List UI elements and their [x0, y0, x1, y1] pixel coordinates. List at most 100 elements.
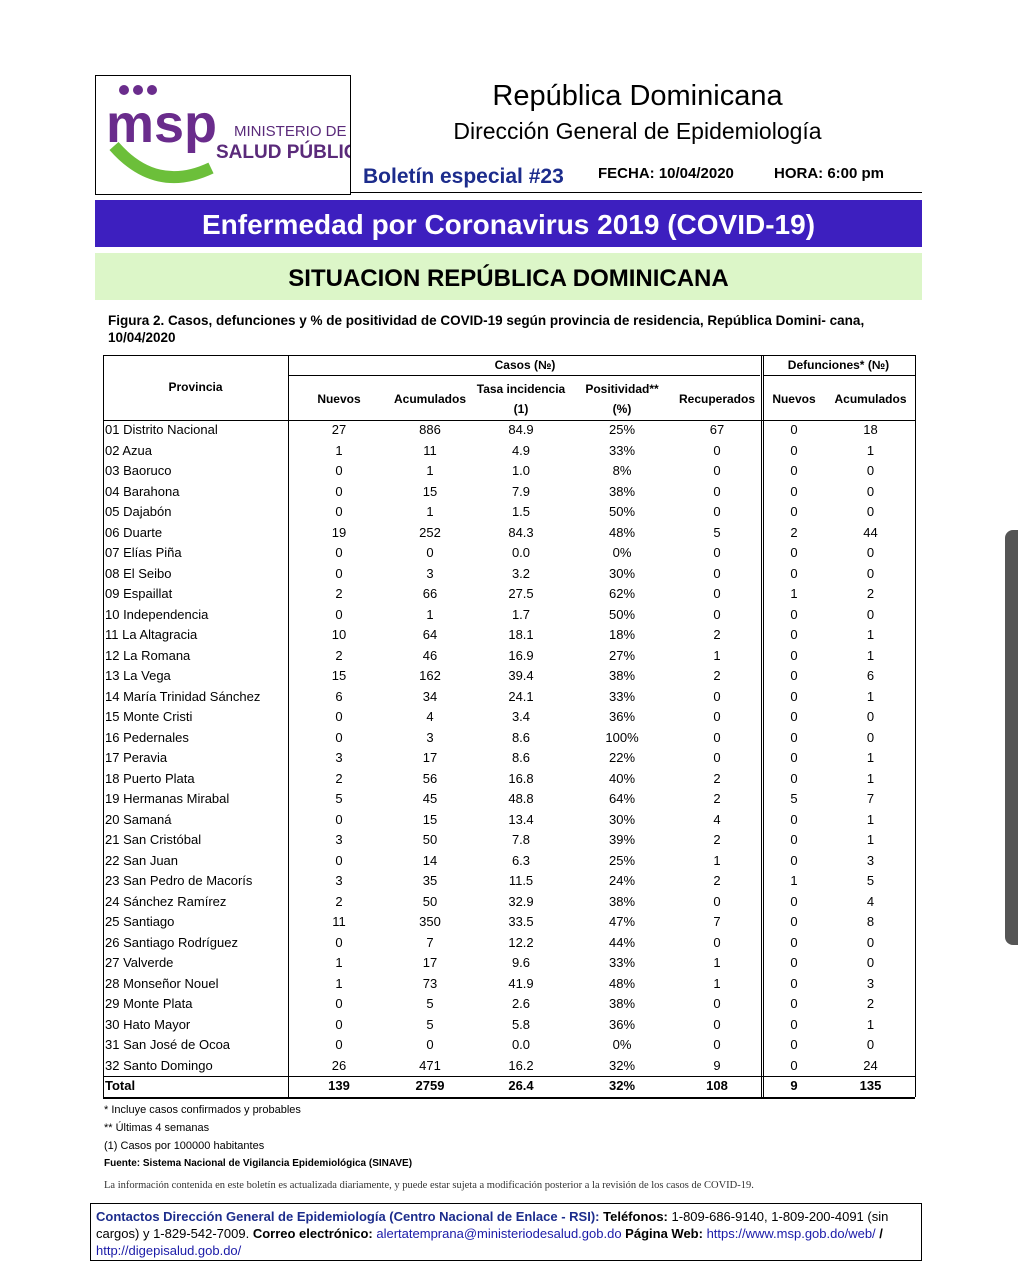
column-header: Acumulados	[834, 391, 907, 406]
cell: 0	[790, 504, 798, 519]
cell: 135	[859, 1078, 882, 1093]
web-link[interactable]: https://www.msp.gob.do/web/	[706, 1226, 876, 1241]
cell: 0	[713, 709, 721, 724]
cell: 2	[335, 647, 343, 663]
cell: 14	[422, 852, 438, 868]
cell: 1	[713, 955, 721, 970]
cell: 1	[426, 606, 434, 622]
rule	[103, 355, 104, 1097]
cell: 4	[866, 893, 875, 909]
cell: 0	[790, 627, 798, 642]
cell: 0	[426, 1037, 434, 1052]
footnote: ** Últimas 4 semanas	[104, 1122, 210, 1134]
date: FECHA: 10/04/2020	[598, 165, 734, 182]
footnotes: * Incluye casos confirmados y probables …	[104, 1101, 412, 1173]
cell: 2	[713, 791, 721, 806]
department: Dirección General de Epidemiología	[453, 118, 822, 144]
logo: msp MINISTERIO DE SALUD PÚBLICA	[106, 85, 371, 184]
cell: 0	[790, 422, 798, 437]
cell: 350	[419, 914, 441, 929]
cell: 0	[335, 729, 343, 745]
cell: 41.9	[508, 975, 534, 991]
rule	[103, 355, 915, 356]
cell: 0	[866, 545, 875, 560]
province: 02 Azua	[105, 442, 152, 458]
cell: 32%	[608, 1057, 636, 1073]
cell: 6	[335, 688, 343, 704]
logo-box: msp MINISTERIO DE SALUD PÚBLICA	[95, 75, 371, 195]
cell: 27.5	[508, 586, 534, 601]
cell: 7	[866, 791, 875, 806]
cell: 0	[866, 955, 875, 970]
cell: 56	[422, 770, 438, 786]
province: 27 Valverde	[105, 955, 174, 970]
cell: 33%	[608, 442, 636, 458]
cell: 84.3	[508, 524, 534, 540]
cell: 50	[422, 832, 438, 847]
cell: 3	[426, 565, 434, 581]
cell: 16.8	[508, 770, 534, 786]
web-link[interactable]: http://digepisalud.gob.do/	[96, 1243, 242, 1258]
cell: 0	[713, 545, 721, 560]
cell: 17	[422, 750, 438, 765]
cell: 2	[713, 770, 721, 786]
cell: 67	[709, 422, 725, 437]
cell: 1.5	[511, 504, 531, 519]
cell: 25%	[608, 852, 636, 868]
cell: 1	[713, 852, 721, 868]
banner: Enfermedad por Coronavirus 2019 (COVID-1…	[95, 200, 922, 247]
cell: 5	[790, 791, 798, 806]
cell: 0	[335, 1037, 343, 1052]
province: 30 Hato Mayor	[105, 1016, 191, 1032]
cell: 3	[426, 729, 434, 745]
province: 11 La Altagracia	[105, 627, 198, 642]
cell: 0	[790, 934, 798, 950]
group-header: Defunciones* (№)	[787, 358, 890, 372]
province: 04 Barahona	[105, 483, 180, 499]
cell: 1	[866, 750, 875, 765]
cell: 0	[713, 688, 721, 704]
cell: 47%	[608, 914, 636, 929]
cell: 1	[713, 975, 721, 991]
cell: 0	[335, 1016, 343, 1032]
column-header: Provincia	[168, 380, 223, 394]
province: 07 Elías Piña	[105, 545, 182, 560]
rule	[103, 420, 915, 421]
cell: 4	[713, 811, 721, 827]
column-header: Nuevos	[772, 391, 816, 406]
phones: 1-809-686-9140, 1-809-200-4091 (sin carg…	[96, 1209, 889, 1241]
cell: 0	[790, 1057, 798, 1073]
cell: 11.5	[508, 873, 534, 888]
cell: 2	[335, 893, 343, 909]
cell: 0	[335, 709, 343, 724]
cell: 15	[422, 811, 438, 827]
cell: 9	[713, 1057, 721, 1073]
cell: 1	[335, 442, 343, 458]
province: 15 Monte Cristi	[105, 709, 193, 724]
cell: 0	[790, 688, 798, 704]
scrollbar[interactable]	[1005, 530, 1018, 945]
cell: 0	[713, 606, 721, 622]
cell: 4	[426, 709, 434, 724]
cell: 26.4	[508, 1078, 534, 1093]
email-link[interactable]: alertatemprana@ministeriodesalud.gob.do	[376, 1226, 622, 1241]
cell: 0	[790, 463, 798, 478]
cell: 34	[422, 688, 438, 704]
cell: 8%	[612, 463, 632, 478]
cell: 0	[713, 996, 721, 1011]
column-header: Positividad** (%)	[585, 381, 659, 416]
cell: 38%	[608, 668, 636, 683]
cell: 0	[713, 729, 721, 745]
province: 31 San José de Ocoa	[105, 1037, 231, 1052]
footnote: * Incluye casos confirmados y probables	[104, 1104, 301, 1116]
cell: 5.8	[511, 1016, 531, 1032]
rule	[103, 1096, 915, 1099]
province: 20 Samaná	[105, 811, 172, 827]
cell: 38%	[608, 996, 636, 1011]
cell: 17	[422, 955, 438, 970]
province: 03 Baoruco	[105, 463, 172, 478]
cell: 33%	[608, 688, 636, 704]
cell: 30%	[608, 811, 636, 827]
cell: 2	[713, 873, 721, 888]
cell: 0	[790, 955, 798, 970]
